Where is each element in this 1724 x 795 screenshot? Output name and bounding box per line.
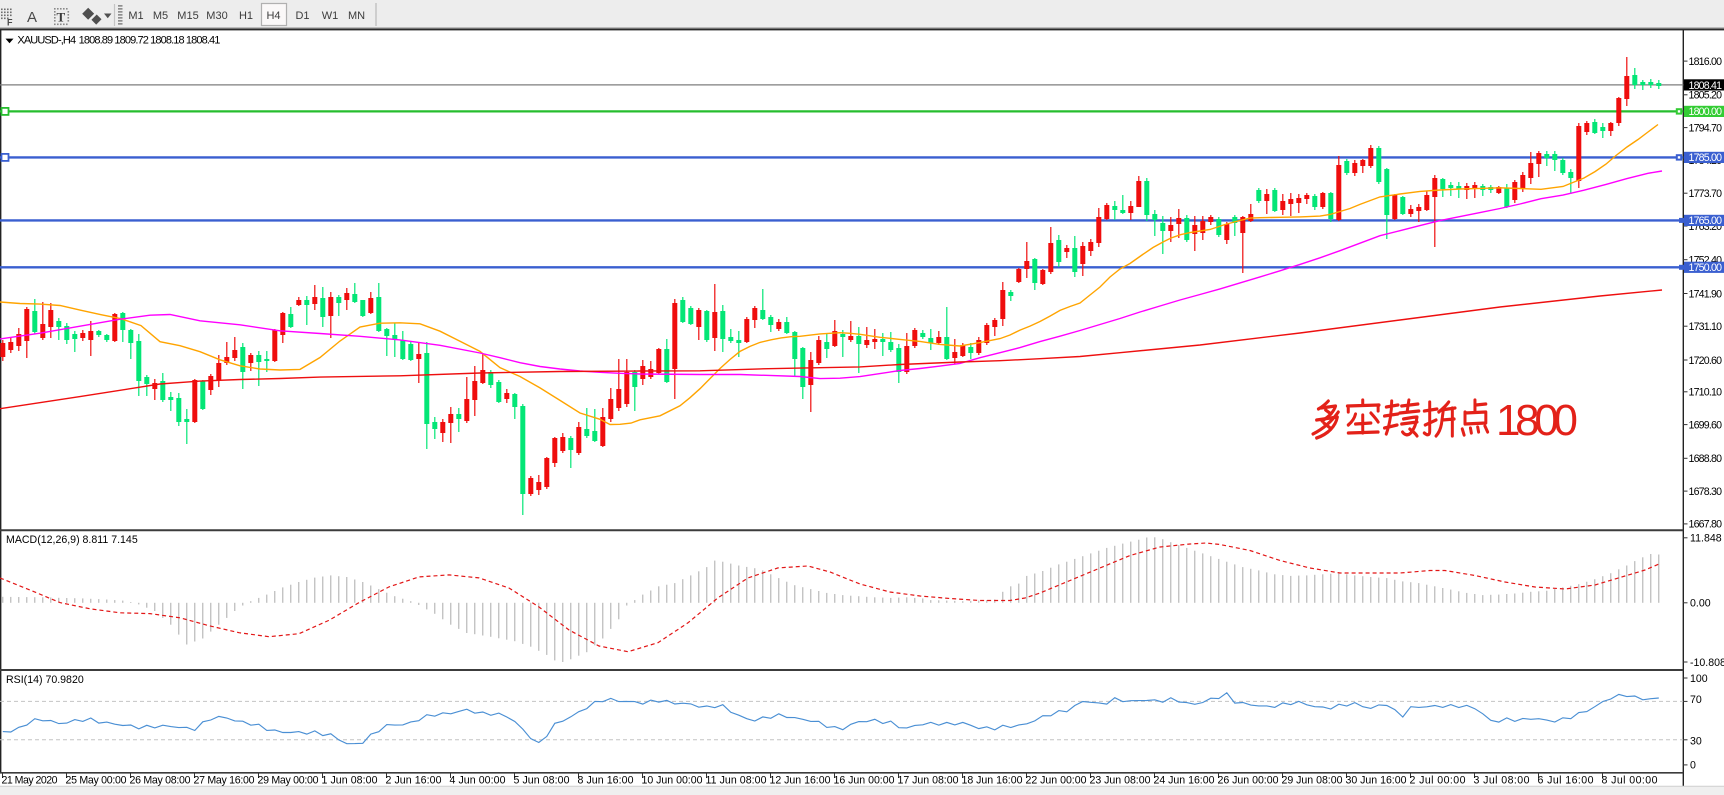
svg-text:XAUUSD-,H4 1808.89 1809.72 18: XAUUSD-,H4 1808.89 1809.72 1808.18 1808.… bbox=[17, 35, 220, 47]
svg-text:1765.00: 1765.00 bbox=[1689, 215, 1723, 227]
svg-text:1 Jun 08:00: 1 Jun 08:00 bbox=[322, 775, 378, 787]
svg-text:0.00: 0.00 bbox=[1690, 598, 1711, 610]
svg-text:26 Jun 00:00: 26 Jun 00:00 bbox=[1218, 775, 1279, 787]
svg-text:1741.90: 1741.90 bbox=[1689, 288, 1723, 300]
svg-text:1720.60: 1720.60 bbox=[1689, 355, 1723, 367]
svg-text:30: 30 bbox=[1690, 736, 1702, 748]
svg-text:1678.30: 1678.30 bbox=[1689, 486, 1723, 498]
svg-text:8 Jul 00:00: 8 Jul 00:00 bbox=[1602, 775, 1658, 787]
svg-text:2 Jun 16:00: 2 Jun 16:00 bbox=[386, 775, 442, 787]
svg-text:1710.10: 1710.10 bbox=[1689, 387, 1723, 399]
svg-text:1794.70: 1794.70 bbox=[1689, 122, 1723, 134]
svg-text:RSI(14) 70.9820: RSI(14) 70.9820 bbox=[6, 674, 84, 686]
svg-text:24 Jun 16:00: 24 Jun 16:00 bbox=[1154, 775, 1215, 787]
svg-text:M1: M1 bbox=[128, 10, 143, 22]
svg-text:11.848: 11.848 bbox=[1690, 533, 1722, 545]
svg-text:1805.20: 1805.20 bbox=[1689, 90, 1723, 102]
svg-text:2 Jul 00:00: 2 Jul 00:00 bbox=[1410, 775, 1466, 787]
svg-text:12 Jun 16:00: 12 Jun 16:00 bbox=[770, 775, 831, 787]
svg-text:70: 70 bbox=[1690, 694, 1702, 706]
svg-text:10 Jun 00:00: 10 Jun 00:00 bbox=[642, 775, 703, 787]
svg-text:H4: H4 bbox=[266, 10, 280, 22]
svg-text:1731.10: 1731.10 bbox=[1689, 321, 1723, 333]
svg-text:1688.80: 1688.80 bbox=[1689, 453, 1723, 465]
svg-text:-10.808: -10.808 bbox=[1690, 657, 1724, 669]
svg-text:A: A bbox=[27, 9, 37, 26]
svg-text:0: 0 bbox=[1690, 760, 1696, 772]
svg-text:1800: 1800 bbox=[1496, 396, 1578, 445]
svg-text:25 May 00:00: 25 May 00:00 bbox=[66, 775, 127, 787]
svg-text:17 Jun 08:00: 17 Jun 08:00 bbox=[898, 775, 959, 787]
svg-text:M15: M15 bbox=[177, 10, 198, 22]
svg-text:1773.70: 1773.70 bbox=[1689, 188, 1723, 200]
svg-text:100: 100 bbox=[1690, 673, 1708, 685]
svg-text:6 Jul 16:00: 6 Jul 16:00 bbox=[1538, 775, 1594, 787]
svg-text:1816.00: 1816.00 bbox=[1689, 56, 1723, 68]
svg-text:H1: H1 bbox=[239, 10, 253, 22]
svg-text:1785.00: 1785.00 bbox=[1689, 152, 1723, 164]
svg-text:T: T bbox=[57, 10, 66, 25]
svg-text:11 Jun 08:00: 11 Jun 08:00 bbox=[706, 775, 767, 787]
svg-text:4 Jun 00:00: 4 Jun 00:00 bbox=[450, 775, 506, 787]
svg-text:21 May 2020: 21 May 2020 bbox=[2, 775, 58, 787]
svg-text:3 Jul 08:00: 3 Jul 08:00 bbox=[1474, 775, 1530, 787]
svg-text:5 Jun 08:00: 5 Jun 08:00 bbox=[514, 775, 570, 787]
svg-text:M30: M30 bbox=[206, 10, 227, 22]
svg-text:29 May 00:00: 29 May 00:00 bbox=[258, 775, 319, 787]
svg-text:18 Jun 16:00: 18 Jun 16:00 bbox=[962, 775, 1023, 787]
svg-text:16 Jun 00:00: 16 Jun 00:00 bbox=[834, 775, 895, 787]
svg-text:27 May 16:00: 27 May 16:00 bbox=[194, 775, 255, 787]
svg-text:22 Jun 00:00: 22 Jun 00:00 bbox=[1026, 775, 1087, 787]
svg-text:1800.00: 1800.00 bbox=[1689, 106, 1723, 118]
svg-text:1808.41: 1808.41 bbox=[1689, 80, 1723, 92]
svg-text:1699.60: 1699.60 bbox=[1689, 419, 1723, 431]
svg-text:23 Jun 08:00: 23 Jun 08:00 bbox=[1090, 775, 1151, 787]
svg-text:29 Jun 08:00: 29 Jun 08:00 bbox=[1282, 775, 1343, 787]
svg-text:MN: MN bbox=[348, 10, 365, 22]
svg-text:1750.00: 1750.00 bbox=[1689, 262, 1723, 274]
svg-text:M5: M5 bbox=[153, 10, 168, 22]
svg-text:30 Jun 16:00: 30 Jun 16:00 bbox=[1346, 775, 1407, 787]
svg-text:1667.80: 1667.80 bbox=[1689, 519, 1723, 531]
svg-text:F: F bbox=[7, 18, 13, 28]
svg-text:W1: W1 bbox=[322, 10, 339, 22]
svg-text:D1: D1 bbox=[295, 10, 309, 22]
svg-text:8 Jun 16:00: 8 Jun 16:00 bbox=[578, 775, 634, 787]
svg-text:26 May 08:00: 26 May 08:00 bbox=[130, 775, 191, 787]
svg-text:MACD(12,26,9) 8.811 7.145: MACD(12,26,9) 8.811 7.145 bbox=[6, 534, 138, 546]
